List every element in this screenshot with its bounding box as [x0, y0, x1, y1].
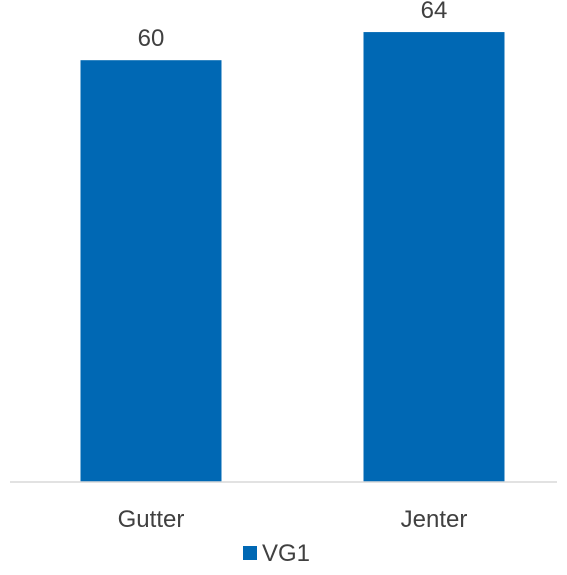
data-labels-group: 60 64	[138, 0, 448, 52]
x-tick-label-jenter: Jenter	[401, 506, 468, 533]
bars-group	[80, 32, 505, 483]
x-tick-label-gutter: Gutter	[118, 506, 185, 533]
bar-jenter	[363, 32, 505, 483]
legend-label-vg1: VG1	[262, 540, 310, 567]
legend-swatch-vg1	[243, 546, 257, 560]
data-label-gutter: 60	[138, 25, 165, 52]
legend: VG1	[243, 540, 310, 567]
bar-gutter	[80, 60, 222, 482]
x-tick-labels-group: Gutter Jenter	[118, 506, 468, 533]
data-label-jenter: 64	[421, 0, 448, 24]
